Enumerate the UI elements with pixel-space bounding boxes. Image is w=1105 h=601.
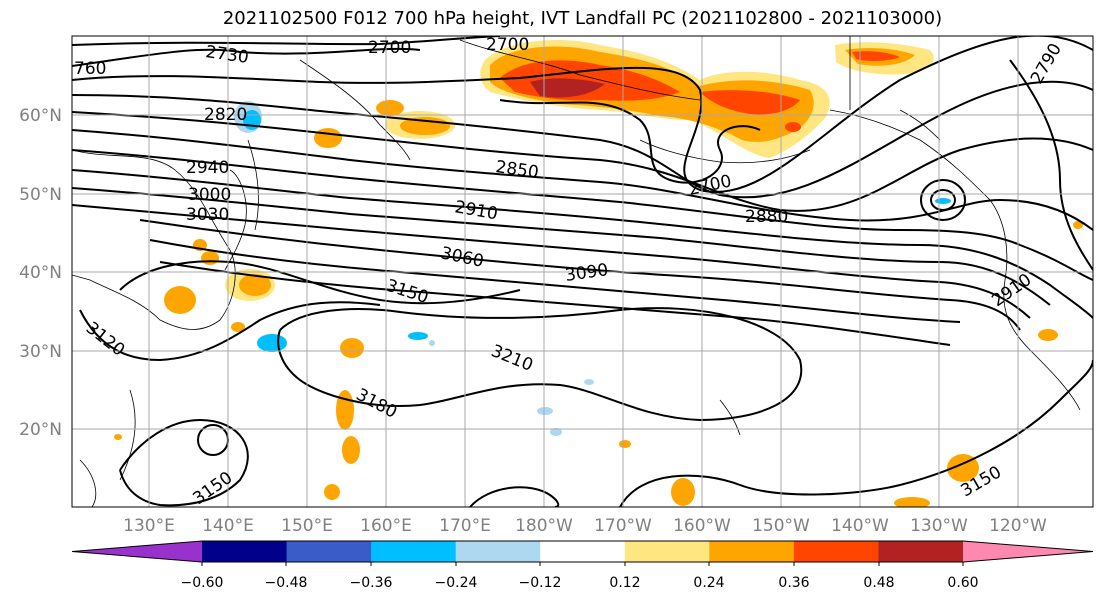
lon-label-140e: 140°E xyxy=(202,516,254,536)
contour-label: 2700 xyxy=(486,35,529,55)
lat-label-50n: 50°N xyxy=(19,185,62,205)
contour-label: 3000 xyxy=(188,185,231,205)
colorbar-extend-low xyxy=(72,541,202,562)
colorbar-tick: 0.36 xyxy=(778,575,809,591)
colorbar-tick: −0.12 xyxy=(519,575,562,591)
colorbar-segment xyxy=(793,541,879,562)
lon-label-170w: 170°W xyxy=(594,516,652,536)
graticule xyxy=(72,36,1093,507)
colorbar-segment xyxy=(371,541,457,562)
colorbar-segment xyxy=(878,541,964,562)
lon-label-170e: 170°E xyxy=(439,516,491,536)
lat-label-20n: 20°N xyxy=(19,420,62,440)
lon-label-120w: 120°W xyxy=(989,516,1047,536)
colorbar-tick: −0.48 xyxy=(265,575,308,591)
lon-label-140w: 140°W xyxy=(831,516,889,536)
colorbar-extend-high xyxy=(963,541,1093,562)
latitude-labels: 60°N 50°N 40°N 30°N 20°N xyxy=(19,106,62,440)
map-frame xyxy=(71,35,1094,508)
colorbar-tick: −0.24 xyxy=(435,575,478,591)
lat-label-30n: 30°N xyxy=(19,342,62,362)
ivt-positive-shading xyxy=(114,40,1083,507)
contour-label: 2940 xyxy=(186,158,229,178)
colorbar-segment xyxy=(286,541,372,562)
contour-label: 2820 xyxy=(204,105,247,125)
colorbar-tick: 0.48 xyxy=(863,575,894,591)
colorbar-tick: 0.12 xyxy=(609,575,640,591)
colorbar-tick: −0.60 xyxy=(181,575,224,591)
lat-label-40n: 40°N xyxy=(19,263,62,283)
lon-label-160e: 160°E xyxy=(360,516,412,536)
colorbar-segment xyxy=(624,541,710,562)
colorbar-segment xyxy=(709,541,795,562)
figure-title: 2021102500 F012 700 hPa height, IVT Land… xyxy=(222,8,943,29)
colorbar-tick: 0.60 xyxy=(947,575,978,591)
lat-label-60n: 60°N xyxy=(19,106,62,126)
lon-label-180w: 180°W xyxy=(515,516,573,536)
contour-label: 2700 xyxy=(368,38,411,58)
lon-label-130w: 130°W xyxy=(910,516,968,536)
colorbar-tick: 0.24 xyxy=(693,575,724,591)
contour-label: 2880 xyxy=(745,207,788,227)
colorbar-segment xyxy=(202,541,288,562)
contour-label: 3030 xyxy=(186,205,229,225)
colorbar-tick-labels: −0.60 −0.48 −0.36 −0.24 −0.12 0.12 0.24 … xyxy=(181,575,979,591)
lon-label-150w: 150°W xyxy=(752,516,810,536)
contour-label: 760 xyxy=(74,59,106,79)
lon-label-150e: 150°E xyxy=(281,516,333,536)
lon-label-130e: 130°E xyxy=(123,516,175,536)
colorbar-segment xyxy=(540,541,626,562)
colorbar-segment xyxy=(455,541,541,562)
longitude-labels: 130°E 140°E 150°E 160°E 170°E 180°W 170°… xyxy=(123,516,1047,536)
colorbar xyxy=(71,540,1094,566)
lon-label-160w: 160°W xyxy=(673,516,731,536)
colorbar-tick: −0.36 xyxy=(350,575,393,591)
